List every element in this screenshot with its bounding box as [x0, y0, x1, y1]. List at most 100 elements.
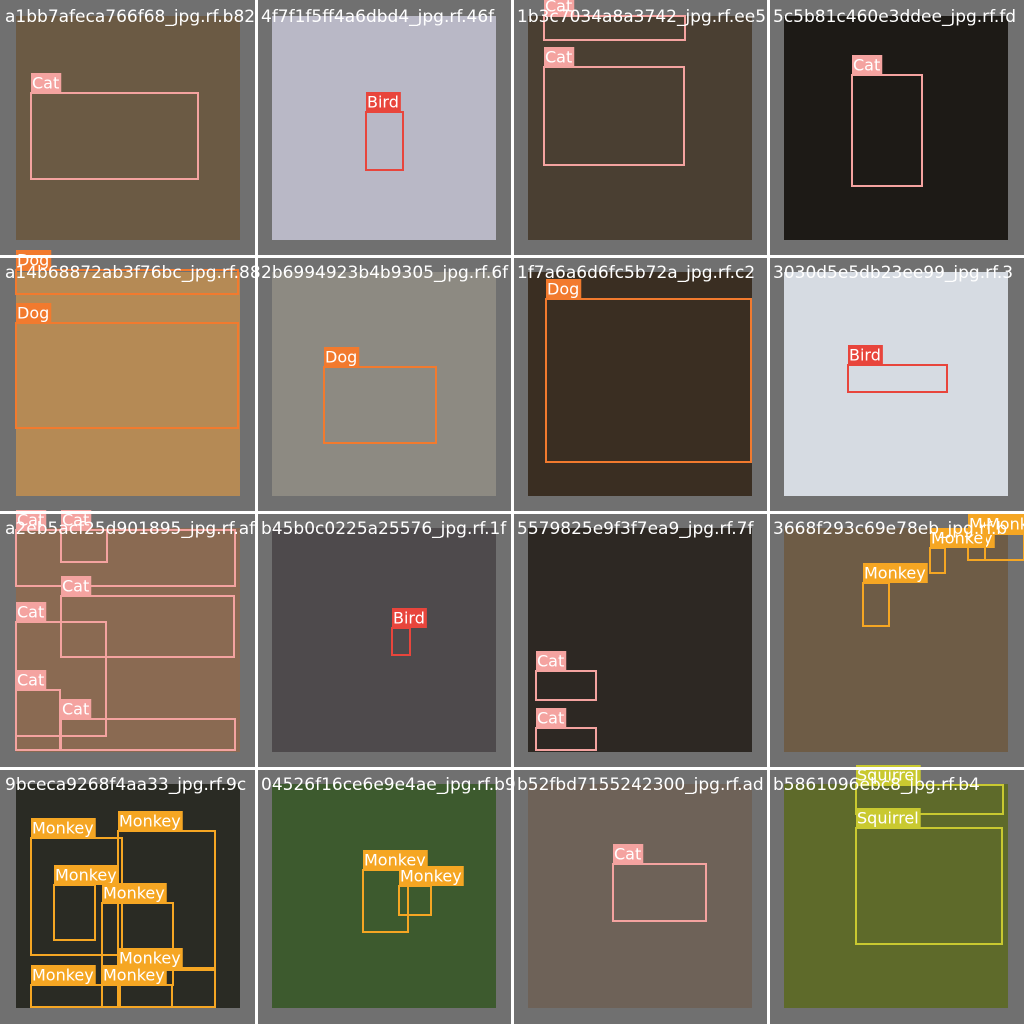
- box-label: Cat: [61, 576, 92, 596]
- label-text: Bird: [367, 93, 399, 112]
- filename: 2b6994923b4b9305_jpg.rf.6f: [261, 263, 509, 283]
- bounding-box: [612, 863, 707, 922]
- box-label: Monkey: [31, 818, 96, 838]
- box-label: Dog: [324, 347, 360, 367]
- label-background: [118, 948, 183, 968]
- label-background: [856, 808, 921, 828]
- label-background: [61, 576, 92, 596]
- label-background: [16, 670, 47, 690]
- box-label: Cat: [536, 651, 567, 671]
- box-label: Cat: [16, 670, 47, 690]
- label-text: Monkey: [864, 564, 926, 583]
- label-background: [31, 965, 96, 985]
- separator: [767, 0, 770, 1024]
- filename: 3030d5e5db23ee99_jpg.rf.3: [773, 263, 1013, 283]
- label-text: Cat: [545, 48, 572, 67]
- label-text: Cat: [32, 74, 59, 93]
- label-background: [546, 279, 582, 299]
- label-text: Monkey: [400, 867, 462, 886]
- label-text: Cat: [17, 603, 44, 622]
- label-background: [102, 965, 167, 985]
- label-text: Bird: [393, 609, 425, 628]
- bounding-box: [855, 827, 1003, 945]
- box-label: Monkey: [102, 965, 167, 985]
- bounding-box: [847, 364, 948, 393]
- label-background: [61, 699, 92, 719]
- filename: 04526f16ce6e9e4ae_jpg.rf.b9: [261, 775, 516, 795]
- box-label: Bird: [848, 345, 883, 365]
- tile-image: [528, 784, 752, 1008]
- bounding-box: [545, 298, 752, 463]
- label-background: [392, 608, 427, 628]
- bounding-box: [60, 595, 235, 658]
- separator: [0, 767, 1024, 770]
- box-label: Monkey: [985, 514, 1024, 534]
- box-label: Cat: [536, 708, 567, 728]
- label-text: Squirrel: [857, 809, 919, 828]
- tile-image: [784, 528, 1008, 752]
- label-background: [363, 850, 428, 870]
- box-label: Cat: [544, 0, 575, 16]
- box-label: Cat: [31, 73, 62, 93]
- bounding-box: [30, 92, 199, 180]
- box-label: Monkey: [930, 528, 995, 548]
- label-text: Cat: [62, 700, 89, 719]
- filename: a2eb5acf25d901895_jpg.rf.af: [5, 519, 256, 539]
- label-text: Bird: [849, 346, 881, 365]
- label-background: [102, 883, 167, 903]
- box-label: Cat: [544, 47, 575, 67]
- label-background: [61, 510, 92, 530]
- label-text: Monkey: [119, 812, 181, 831]
- label-background: [852, 55, 883, 75]
- label-text: Monkey: [119, 949, 181, 968]
- filename: 5579825e9f3f7ea9_jpg.rf.7f: [517, 519, 754, 539]
- tile-image: [784, 16, 1008, 240]
- label-background: [613, 844, 644, 864]
- filename: 5c5b81c460e3ddee_jpg.rf.fd: [773, 7, 1016, 27]
- label-text: Dog: [325, 348, 357, 367]
- filename: 3668f293c69e78eb_jpg.rf.b: [773, 519, 1007, 539]
- filename: 9bceca9268f4aa33_jpg.rf.9c: [5, 775, 246, 795]
- box-label: Bird: [392, 608, 427, 628]
- box-label: Cat: [613, 844, 644, 864]
- label-text: Cat: [545, 0, 572, 16]
- label-text: Monkey: [103, 966, 165, 985]
- label-text: Monkey: [364, 851, 426, 870]
- box-label: Squirrel: [856, 808, 921, 828]
- label-background: [544, 0, 575, 16]
- filename: b52fbd7155242300_jpg.rf.ad: [517, 775, 764, 795]
- bounding-box: [323, 366, 437, 444]
- label-background: [31, 818, 96, 838]
- box-label: Cat: [61, 510, 92, 530]
- label-text: Monkey: [32, 966, 94, 985]
- filename: 4f7f1f5ff4a6dbd4_jpg.rf.46f: [261, 7, 495, 27]
- label-background: [536, 708, 567, 728]
- filename: b5861096ebc8_jpg.rf.b4: [773, 775, 980, 795]
- filename: a14b68872ab3f76bc_jpg.rf.88: [5, 263, 261, 283]
- label-background: [118, 811, 183, 831]
- filename: 1b3c7034a8a3742_jpg.rf.ee5: [517, 7, 766, 27]
- box-label: Monkey: [399, 866, 464, 886]
- separator: [0, 511, 1024, 514]
- label-text: Monkey: [55, 866, 117, 885]
- label-background: [31, 73, 62, 93]
- label-background: [848, 345, 883, 365]
- box-label: Monkey: [863, 563, 928, 583]
- bounding-box: [543, 15, 686, 41]
- box-label: Dog: [546, 279, 582, 299]
- label-text: Monkey: [931, 529, 993, 548]
- label-text: Monkey: [103, 884, 165, 903]
- label-text: Cat: [537, 709, 564, 728]
- box-label: Cat: [61, 699, 92, 719]
- label-text: Dog: [17, 304, 49, 323]
- label-background: [324, 347, 360, 367]
- box-label: Cat: [852, 55, 883, 75]
- box-label: Monkey: [54, 865, 119, 885]
- box-label: Cat: [16, 602, 47, 622]
- box-label: Monkey: [118, 811, 183, 831]
- label-text: Dog: [547, 280, 579, 299]
- tile-image: [272, 528, 496, 752]
- tile-image: [16, 16, 240, 240]
- label-text: Monkey: [986, 515, 1024, 534]
